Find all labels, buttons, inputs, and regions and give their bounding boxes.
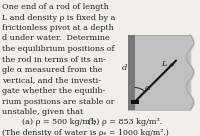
- Text: gle α measured from the: gle α measured from the: [2, 66, 102, 74]
- Text: vertical, and the investi-: vertical, and the investi-: [2, 76, 101, 84]
- Text: rium positions are stable or: rium positions are stable or: [2, 98, 114, 106]
- Text: d: d: [122, 64, 127, 72]
- Text: (b) ρ = 853 kg/m³.: (b) ρ = 853 kg/m³.: [78, 118, 162, 126]
- Text: ρ: ρ: [168, 61, 173, 69]
- Text: d under water.  Determine: d under water. Determine: [2, 35, 110, 42]
- Text: L: L: [161, 60, 166, 68]
- Bar: [131, 100, 139, 104]
- Text: frictionless pivot at a depth: frictionless pivot at a depth: [2, 24, 114, 32]
- Text: (The density of water is ρₑ = 1000 kg/m³.): (The density of water is ρₑ = 1000 kg/m³…: [2, 129, 169, 136]
- Bar: [128, 35, 190, 110]
- Text: the equilibrium positions of: the equilibrium positions of: [2, 45, 114, 53]
- Text: One end of a rod of length: One end of a rod of length: [2, 3, 109, 11]
- Text: L and density ρ is fixed by a: L and density ρ is fixed by a: [2, 13, 115, 21]
- Text: (a) ρ = 500 kg/m³;: (a) ρ = 500 kg/m³;: [2, 118, 96, 126]
- Text: gate whether the equilib-: gate whether the equilib-: [2, 87, 105, 95]
- Text: α: α: [145, 84, 151, 92]
- Text: unstable, given that: unstable, given that: [2, 108, 83, 116]
- Text: the rod in terms of its an-: the rod in terms of its an-: [2, 55, 106, 64]
- Bar: [128, 35, 135, 110]
